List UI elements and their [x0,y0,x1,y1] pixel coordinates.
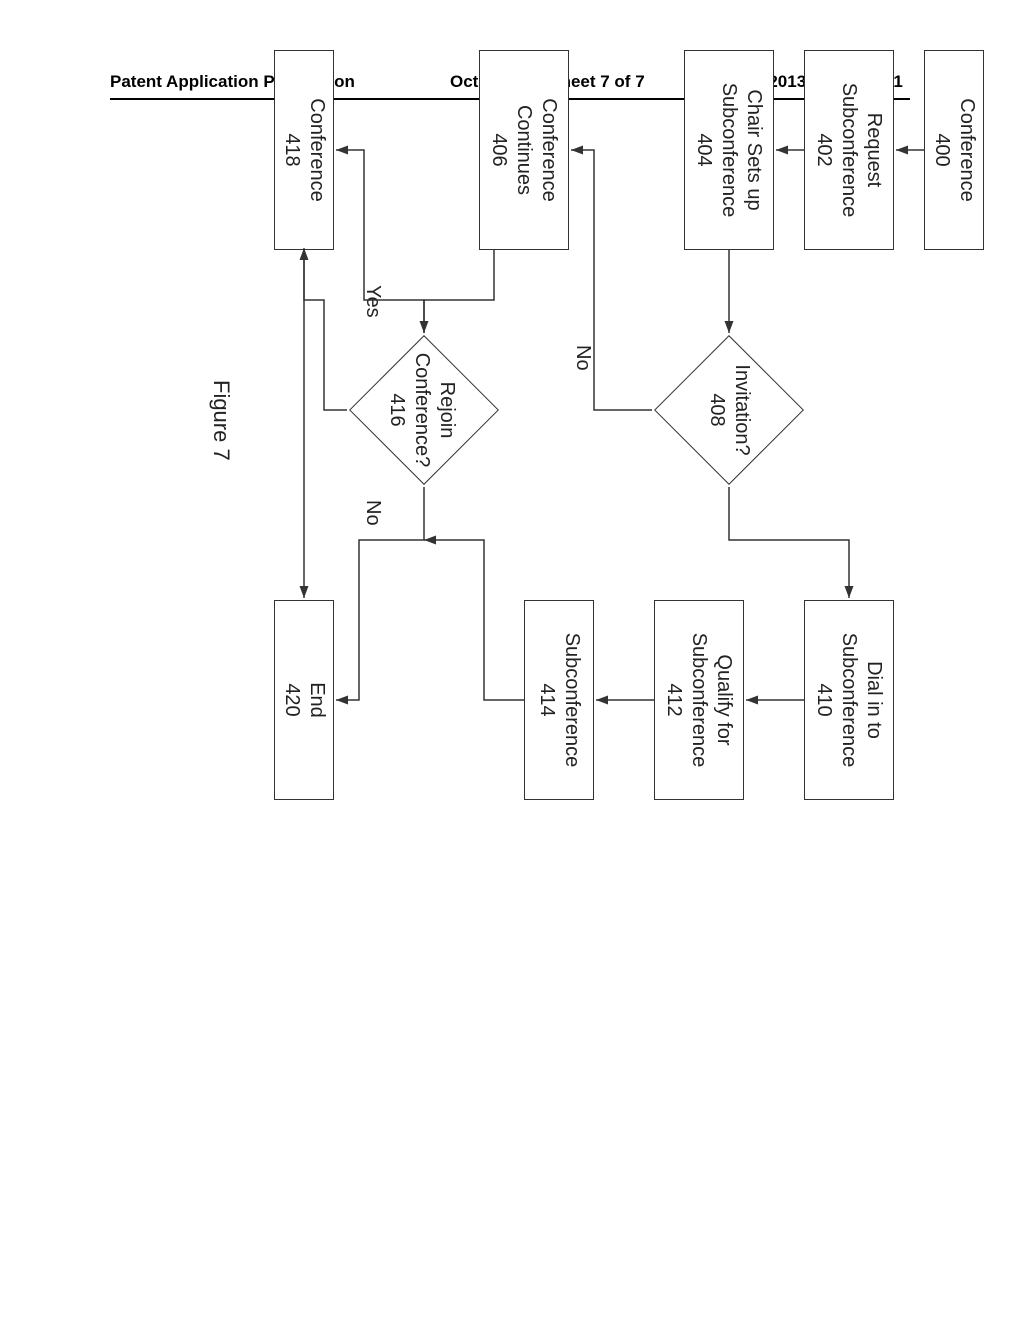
edge-416-yes-418 [336,150,424,333]
edge-414-down-seg [424,540,524,700]
edge-408-no-406 [571,150,652,410]
edge-416-yes-seg1 [304,248,347,410]
flowchart-edges [0,0,1024,1024]
edge-416-no-420 [336,487,424,700]
edge-406-416 [424,250,494,333]
edge-408-410 [729,487,849,598]
flowchart-canvas: Conference 400 Request Subconference 402… [0,0,1024,1024]
